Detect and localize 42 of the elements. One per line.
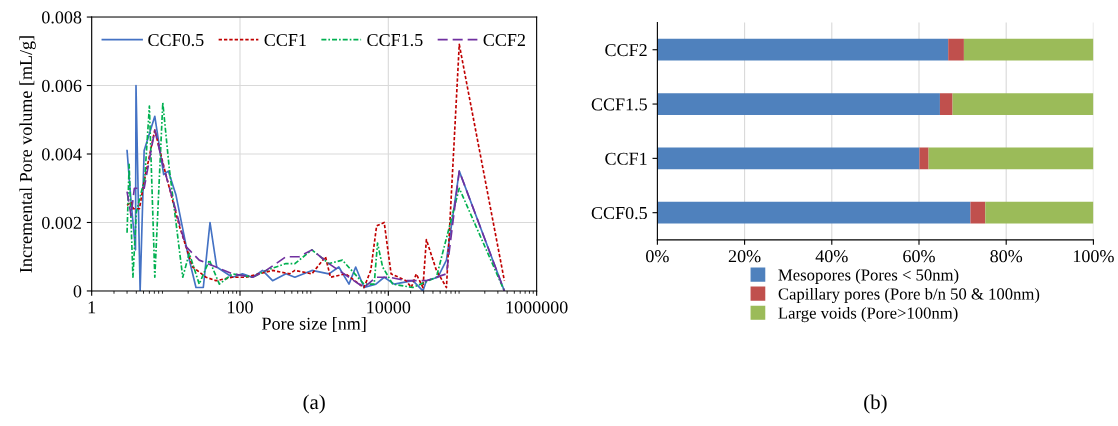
legend-label: Capillary pores (Pore b/n 50 & 100nm) xyxy=(778,287,1040,304)
x-tick-label: 60% xyxy=(903,250,935,263)
bar xyxy=(952,93,1094,115)
x-tick-label: 80% xyxy=(990,250,1023,263)
bar xyxy=(970,201,986,224)
legend-label: Large voids (Pore>100nm) xyxy=(778,306,958,323)
bar xyxy=(657,201,971,224)
y-tick-label: CCF1.5 xyxy=(591,98,647,111)
y-tick-label: 0.002 xyxy=(42,216,81,229)
legend-label: CCF0.5 xyxy=(148,33,204,47)
x-tick-label: 1000000 xyxy=(506,301,568,314)
x-tick-label: 20% xyxy=(728,250,761,263)
legend-label: CCF1.5 xyxy=(367,33,423,47)
x-tick-label: 10000 xyxy=(367,301,411,314)
text: (b) xyxy=(864,394,887,414)
y-tick-label: CCF1 xyxy=(605,152,647,165)
legend-label: Mesopores (Pores < 50nm) xyxy=(778,268,959,284)
bar xyxy=(919,147,929,170)
bar xyxy=(985,201,1094,224)
y-tick-label: 0.004 xyxy=(42,148,82,161)
x-tick-label: 100% xyxy=(1073,250,1114,263)
bar xyxy=(657,38,949,61)
bar xyxy=(657,147,920,170)
y-tick-label: 0 xyxy=(73,285,82,298)
bar xyxy=(948,38,964,61)
y-tick-label: 0.006 xyxy=(42,79,82,93)
y-tick-label: 0.008 xyxy=(42,11,82,24)
x-tick-label: 1 xyxy=(88,301,96,314)
bar xyxy=(963,38,1094,61)
bar xyxy=(939,93,953,115)
text: (a) xyxy=(303,394,325,414)
legend-label: CCF1 xyxy=(264,33,306,47)
y-tick-label: CCF2 xyxy=(605,44,647,57)
bar xyxy=(928,147,1094,170)
x-tick-label: 100 xyxy=(228,301,253,314)
bar xyxy=(657,93,940,115)
y-tick-label: CCF0.5 xyxy=(591,206,647,220)
x-tick-label: 40% xyxy=(815,250,848,263)
y-axis-title: Incremental Pore volume [mL/g] xyxy=(19,36,36,273)
x-tick-label: 0% xyxy=(646,250,669,263)
legend-label: CCF2 xyxy=(483,33,525,47)
x-axis-title: Pore size [nm] xyxy=(262,317,366,332)
